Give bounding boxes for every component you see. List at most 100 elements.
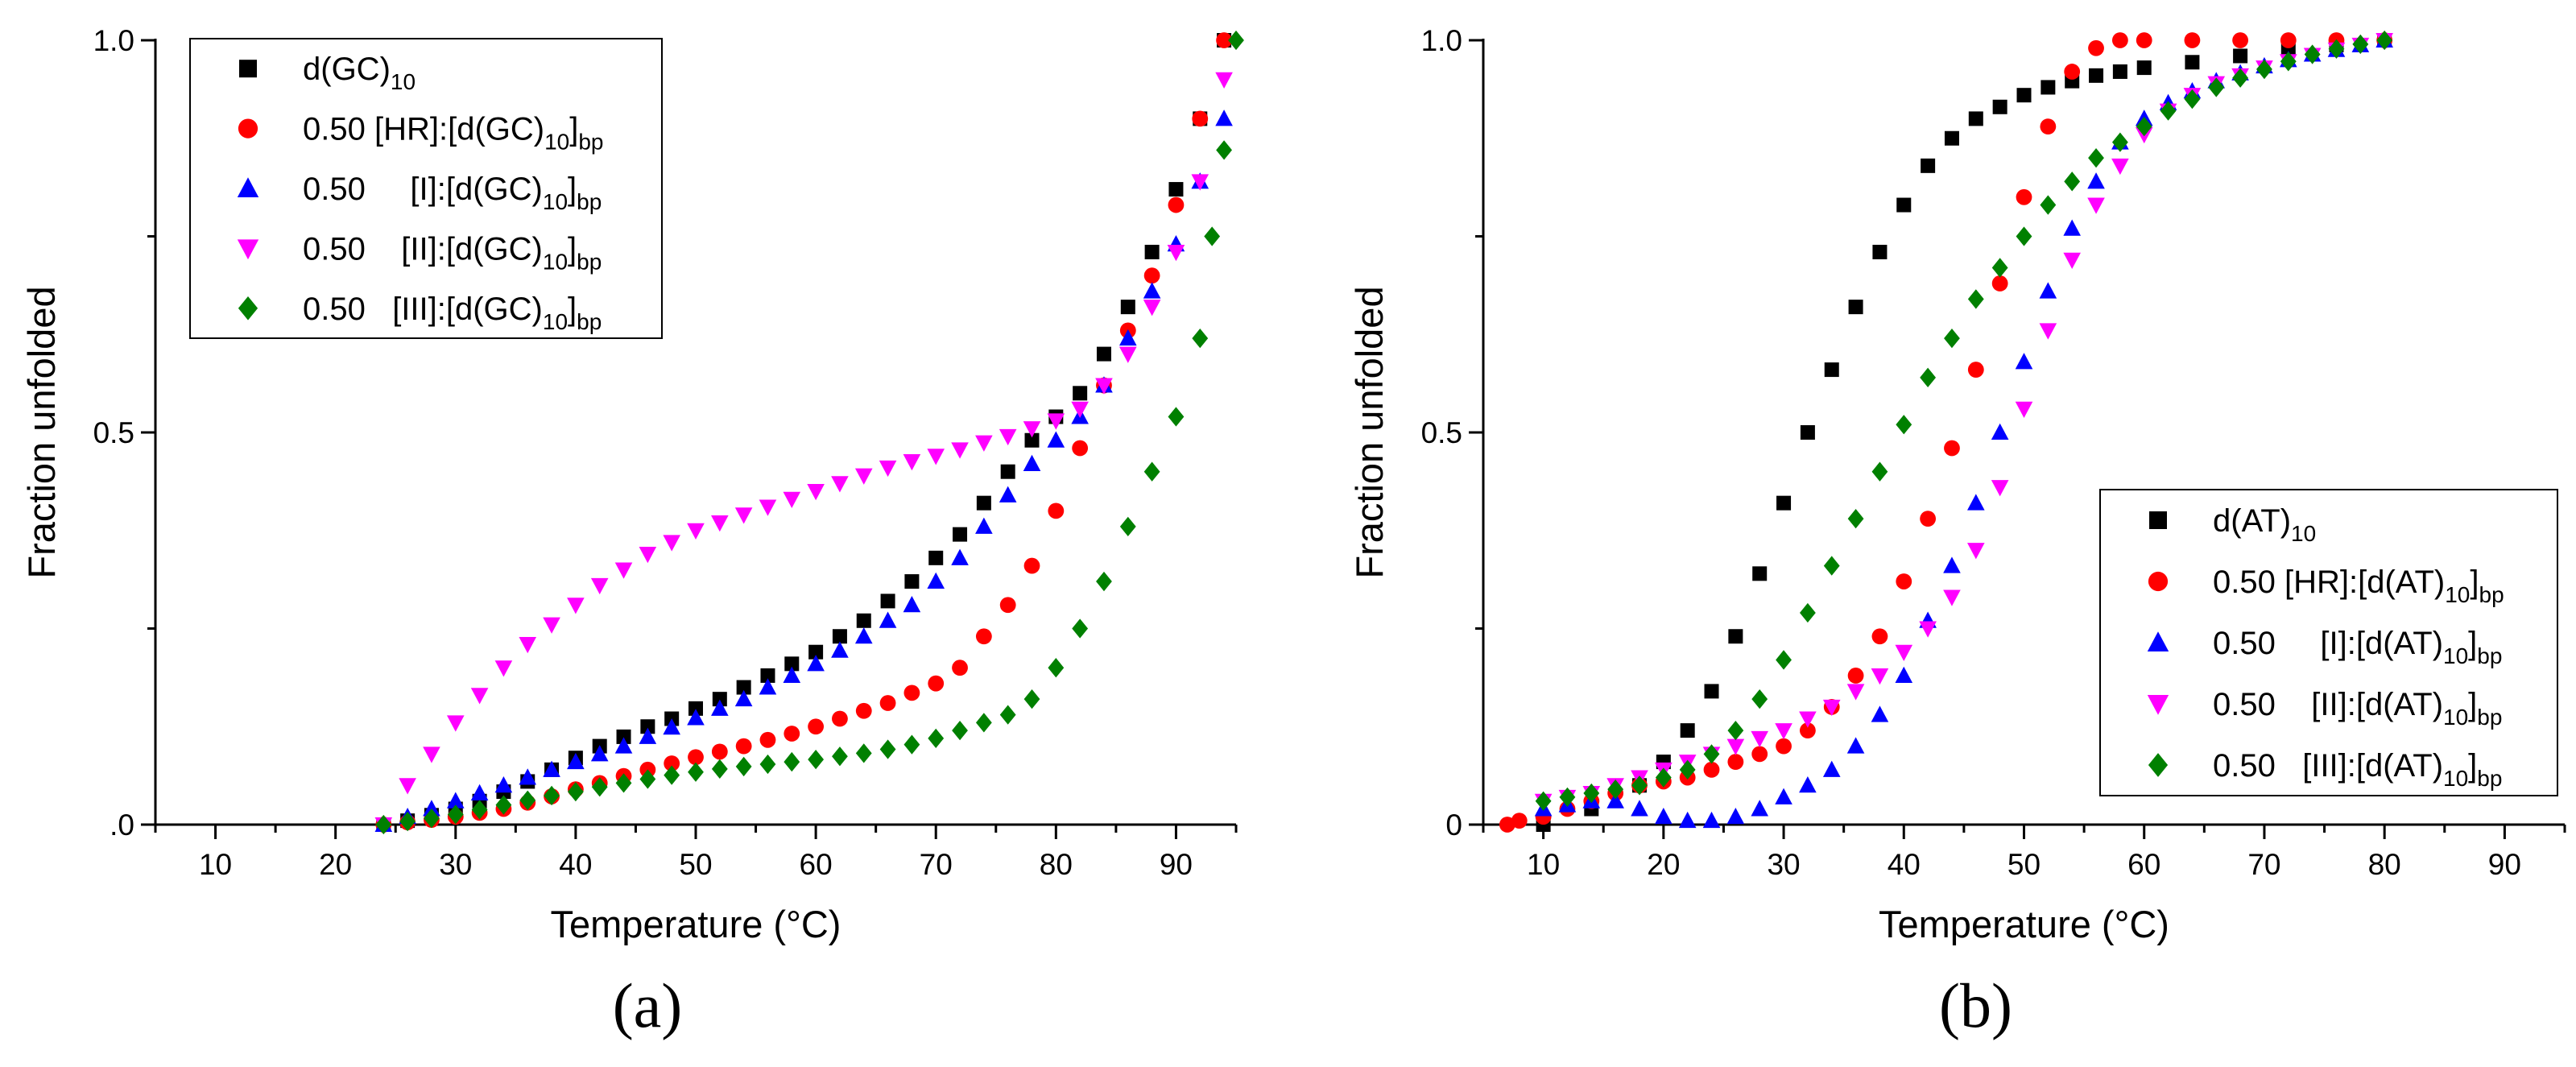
data-point xyxy=(2136,116,2152,137)
data-point xyxy=(1967,494,1985,511)
data-point xyxy=(2063,219,2081,236)
data-point xyxy=(1896,197,1912,213)
data-point xyxy=(784,656,800,672)
data-point xyxy=(2015,401,2033,419)
data-point xyxy=(1120,300,1135,315)
data-point xyxy=(1047,413,1065,430)
data-point xyxy=(1679,759,1696,780)
data-point xyxy=(1095,378,1113,395)
data-point xyxy=(759,678,777,695)
legend-label: 0.50 [II]:[d(AT)10]bp xyxy=(2213,687,2502,730)
data-point xyxy=(494,776,513,793)
data-point xyxy=(639,546,657,564)
data-point xyxy=(1846,737,1865,754)
data-point xyxy=(2088,147,2104,168)
data-point xyxy=(1751,689,1768,709)
data-point xyxy=(951,548,969,565)
legend-marker xyxy=(2147,695,2169,715)
data-point xyxy=(1751,800,1769,817)
data-point xyxy=(2184,32,2201,48)
data-point xyxy=(1215,72,1233,89)
data-point xyxy=(880,593,895,609)
x-tick-label: 10 xyxy=(199,848,232,881)
data-point xyxy=(1167,244,1185,262)
x-tick-label: 80 xyxy=(2368,848,2401,881)
data-point xyxy=(687,709,705,726)
data-point xyxy=(2041,80,2056,95)
data-point xyxy=(2039,323,2057,340)
y-tick-label: 0 xyxy=(1445,809,1462,842)
data-point xyxy=(1143,461,1160,482)
legend-marker xyxy=(238,296,258,321)
data-point xyxy=(904,574,920,589)
data-point xyxy=(1168,196,1185,213)
data-point xyxy=(1823,556,1840,576)
data-point xyxy=(2160,101,2177,121)
data-point xyxy=(1775,723,1792,740)
legend-label: 0.50 [HR]:[d(AT)10]bp xyxy=(2213,565,2504,607)
data-point xyxy=(1096,571,1112,592)
data-point xyxy=(807,655,825,672)
data-point xyxy=(1944,440,1960,457)
x-tick-label: 50 xyxy=(2007,848,2041,881)
data-point xyxy=(1144,244,1160,259)
data-point xyxy=(1726,808,1745,825)
data-point xyxy=(688,749,704,766)
legend-label: d(AT)10 xyxy=(2213,503,2316,546)
data-point xyxy=(664,765,680,785)
data-point xyxy=(1192,110,1209,127)
data-point xyxy=(664,755,680,771)
legend-marker xyxy=(238,118,258,139)
data-point xyxy=(734,689,753,707)
legend-marker xyxy=(2148,571,2169,592)
data-point xyxy=(544,785,560,806)
data-point xyxy=(736,680,751,695)
data-point xyxy=(543,760,560,777)
x-tick-label: 60 xyxy=(800,848,833,881)
data-point xyxy=(1655,808,1673,825)
panel-label: (a) xyxy=(613,970,683,1040)
data-point xyxy=(711,743,728,760)
data-point xyxy=(832,629,847,644)
data-point xyxy=(1776,495,1792,511)
data-point xyxy=(1776,738,1792,755)
data-point xyxy=(2016,88,2032,103)
data-point xyxy=(1896,573,1912,589)
data-point xyxy=(734,507,753,524)
data-point xyxy=(687,523,705,540)
data-point xyxy=(976,495,991,511)
data-point xyxy=(856,613,871,628)
data-point xyxy=(1215,110,1233,126)
data-point xyxy=(2232,32,2249,48)
data-point xyxy=(663,718,680,735)
x-tick-label: 30 xyxy=(439,848,472,881)
data-point xyxy=(759,754,776,775)
legend-marker xyxy=(239,60,257,78)
data-point xyxy=(470,784,489,801)
plot-area xyxy=(374,30,1244,835)
data-point xyxy=(2185,55,2200,70)
x-tick-label: 20 xyxy=(319,848,352,881)
x-tick-label: 50 xyxy=(679,848,712,881)
y-tick-label: .0 xyxy=(110,809,134,842)
y-tick-label: 0.5 xyxy=(1421,416,1462,449)
data-point xyxy=(1631,775,1648,796)
data-point xyxy=(616,729,631,744)
data-point xyxy=(1967,362,1984,378)
data-point xyxy=(951,442,969,459)
legend-box xyxy=(189,38,663,339)
data-point xyxy=(1680,723,1695,738)
data-point xyxy=(2087,197,2105,214)
data-point xyxy=(927,572,945,589)
y-tick-label: 0.5 xyxy=(93,416,134,449)
legend-marker xyxy=(237,177,259,197)
data-point xyxy=(543,617,560,634)
data-point xyxy=(1775,788,1792,804)
data-point xyxy=(1583,783,1600,804)
data-point xyxy=(1822,760,1841,777)
data-point xyxy=(591,777,608,797)
data-point xyxy=(2111,32,2128,48)
data-point xyxy=(1168,182,1184,197)
data-point xyxy=(1048,502,1065,519)
x-tick-label: 60 xyxy=(2127,848,2160,881)
